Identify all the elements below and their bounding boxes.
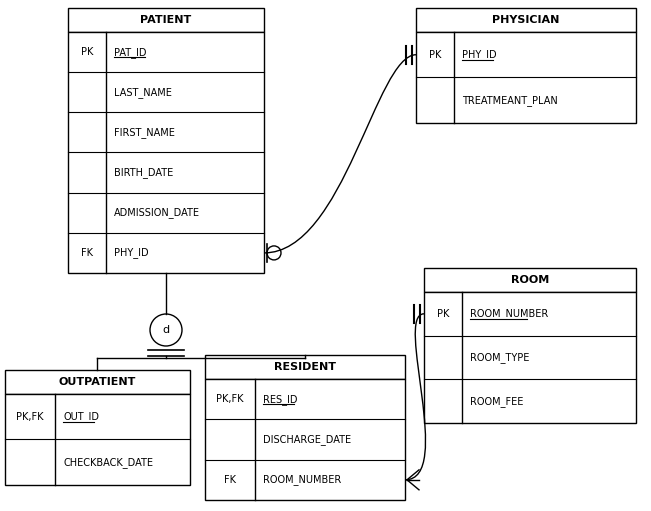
Text: PHYSICIAN: PHYSICIAN [492,15,560,25]
Text: PATIENT: PATIENT [141,15,191,25]
Text: d: d [163,325,169,335]
Text: PK,FK: PK,FK [216,394,243,404]
Text: PK: PK [81,47,93,57]
Text: OUT_ID: OUT_ID [63,411,99,422]
Text: CHECKBACK_DATE: CHECKBACK_DATE [63,457,153,468]
Bar [5,394,190,485]
Text: PK,FK: PK,FK [16,412,44,422]
Bar [205,355,405,379]
Text: PK: PK [429,50,441,60]
Text: PHY_ID: PHY_ID [462,49,497,60]
Text: ROOM_TYPE: ROOM_TYPE [470,352,529,363]
Bar [68,8,264,32]
Text: BIRTH_DATE: BIRTH_DATE [114,167,173,178]
Text: PK: PK [437,309,449,319]
Text: ROOM: ROOM [511,275,549,285]
Text: ADMISSION_DATE: ADMISSION_DATE [114,207,200,218]
Text: FK: FK [224,475,236,485]
Text: RES_ID: RES_ID [263,393,298,405]
Bar [5,370,190,394]
Bar [416,32,636,123]
Bar [424,292,636,423]
Text: ROOM_NUMBER: ROOM_NUMBER [263,474,341,485]
Text: FIRST_NAME: FIRST_NAME [114,127,175,138]
Text: PHY_ID: PHY_ID [114,247,148,259]
Text: PAT_ID: PAT_ID [114,47,146,58]
Text: ROOM_FEE: ROOM_FEE [470,396,523,407]
Text: LAST_NAME: LAST_NAME [114,87,172,98]
Text: RESIDENT: RESIDENT [274,362,336,372]
Bar [416,8,636,32]
Text: DISCHARGE_DATE: DISCHARGE_DATE [263,434,351,445]
Text: TREATMEANT_PLAN: TREATMEANT_PLAN [462,95,558,106]
Bar [424,268,636,292]
Bar [205,379,405,500]
Text: OUTPATIENT: OUTPATIENT [59,377,136,387]
Bar [68,32,264,273]
Text: ROOM_NUMBER: ROOM_NUMBER [470,308,548,319]
Text: FK: FK [81,248,93,258]
